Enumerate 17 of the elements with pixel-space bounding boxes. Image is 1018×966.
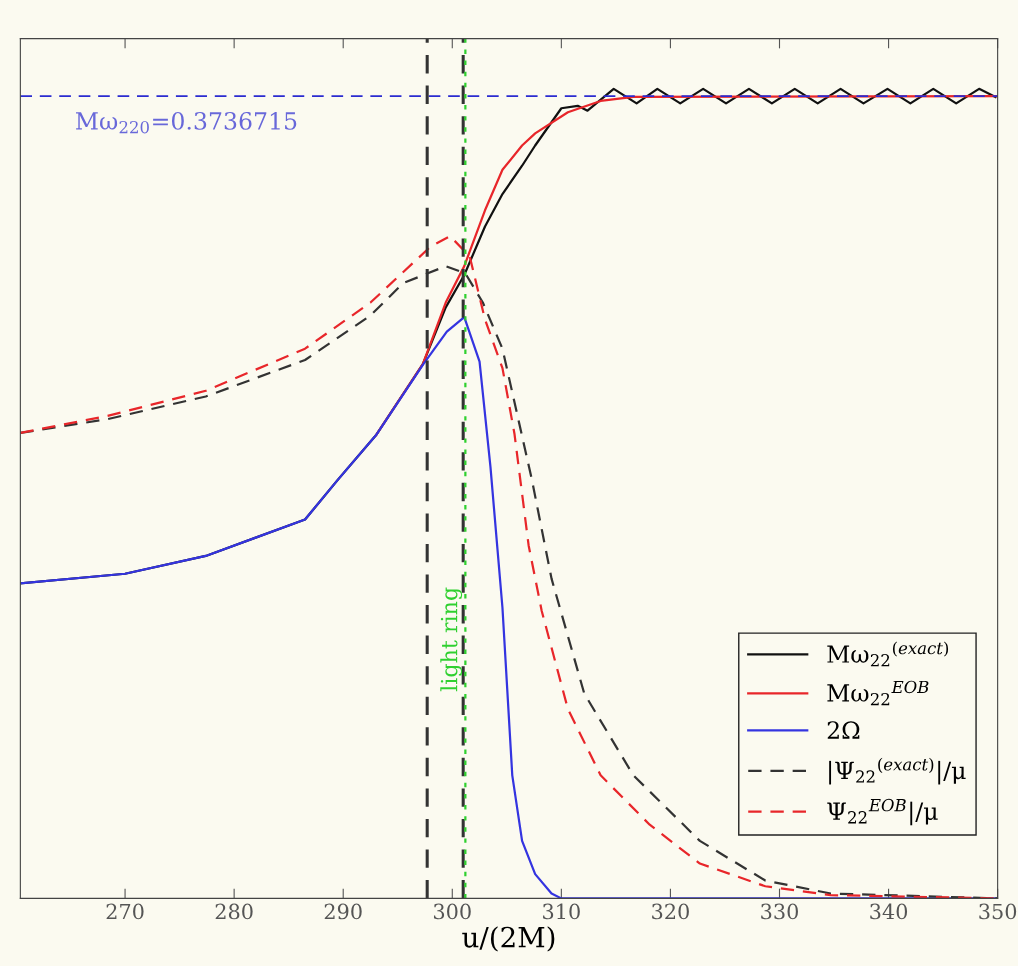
x-tick-label: 350 <box>979 903 1017 920</box>
x-tick-label: 310 <box>543 903 580 920</box>
x-tick-label: 270 <box>106 903 144 920</box>
legend-label: Mω$_{22}$$^{(exact)}$ <box>827 641 949 667</box>
x-axis-title: u/(2M) <box>462 926 555 952</box>
x-tick-label: 290 <box>324 903 362 920</box>
x-tick-label: 300 <box>433 903 471 920</box>
x-tick-label: 320 <box>652 903 689 920</box>
legend-label: |Ψ$_{22}$$^{(exact)}$|/μ <box>829 757 966 785</box>
x-tick-label: 280 <box>215 903 253 920</box>
ref-line-label: light ring <box>440 587 463 692</box>
annotation: Mω$_{220}$=0.3736715 <box>75 111 297 134</box>
legend-label: Ψ$_{22}$$^{EOB}$|/μ <box>827 798 938 826</box>
legend-label: Mω$_{22}$$^{EOB}$ <box>827 680 929 706</box>
x-tick-label: 340 <box>870 903 908 920</box>
legend-label: 2Ω <box>827 721 860 739</box>
x-tick-label: 330 <box>761 903 798 920</box>
